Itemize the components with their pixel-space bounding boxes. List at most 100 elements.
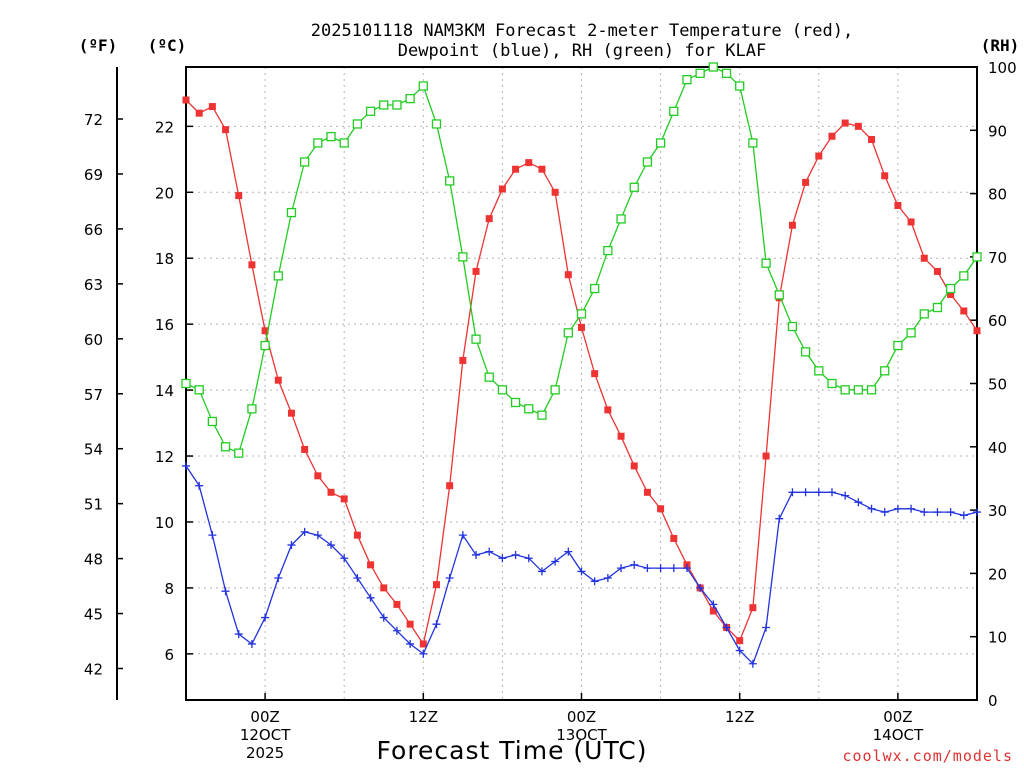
dewpoint-data-point xyxy=(551,557,560,566)
dewpoint-data-point xyxy=(208,531,217,540)
temperature-data-point xyxy=(973,327,981,335)
temperature-data-point xyxy=(274,376,282,384)
dewpoint-data-point xyxy=(195,481,204,490)
temperature-data-point xyxy=(235,192,243,200)
dewpoint-data-point xyxy=(920,508,929,517)
rh-data-point xyxy=(642,157,653,167)
rh-data-point xyxy=(181,378,191,389)
temperature-data-point xyxy=(446,482,454,490)
rh-data-point xyxy=(853,385,863,395)
rh-data-point xyxy=(682,75,692,85)
fahrenheit-tick-label: 48 xyxy=(84,551,103,569)
dewpoint-data-point xyxy=(485,547,494,556)
chart-title-line1: 2025101118 NAM3KM Forecast 2-meter Tempe… xyxy=(311,21,853,41)
rh-data-point xyxy=(932,302,943,313)
temperature-data-point xyxy=(854,122,862,130)
rh-data-point xyxy=(721,68,732,78)
temperature-data-point xyxy=(933,267,941,275)
temperature-data-point xyxy=(828,132,836,140)
celsius-tick-label: 22 xyxy=(155,118,174,136)
rh-data-point xyxy=(893,340,903,351)
dewpoint-data-point xyxy=(524,554,533,563)
rh-data-point xyxy=(616,214,626,224)
rh-tick-label: 50 xyxy=(988,376,1007,394)
rh-data-point xyxy=(563,328,573,338)
temperature-data-point xyxy=(222,126,230,134)
rh-data-point xyxy=(576,309,587,319)
temperature-data-point xyxy=(815,152,823,160)
dewpoint-data-point xyxy=(313,531,322,540)
temperature-data-point xyxy=(617,432,625,440)
temperature-data-point xyxy=(406,620,414,628)
dewpoint-data-point xyxy=(432,620,441,629)
rh-data-point xyxy=(524,404,534,414)
rh-data-point xyxy=(497,385,508,395)
dewpoint-data-point xyxy=(973,508,981,517)
rh-tick-label: 10 xyxy=(988,629,1007,647)
rh-data-point xyxy=(379,100,389,110)
chart-title-line2: Dewpoint (blue), RH (green) for KLAF xyxy=(398,41,766,61)
rh-tick-label: 60 xyxy=(988,312,1007,330)
dewpoint-data-point xyxy=(669,564,678,573)
rh-tick-label: 70 xyxy=(988,249,1007,267)
temperature-data-point xyxy=(894,201,902,209)
rh-data-point xyxy=(286,207,297,218)
temperature-data-point xyxy=(868,136,876,144)
temperature-data-point xyxy=(287,409,295,417)
rh-data-point xyxy=(207,416,218,427)
x-axis-label: Forecast Time (UTC) xyxy=(377,736,648,765)
temperature-data-point xyxy=(920,254,928,262)
temperature-data-point xyxy=(208,103,216,111)
dewpoint-data-point xyxy=(735,646,744,655)
dewpoint-data-point xyxy=(537,567,546,576)
dewpoint-data-point xyxy=(854,498,863,507)
celsius-tick-label: 20 xyxy=(155,184,174,202)
dewpoint-data-point xyxy=(511,550,520,559)
rh-data-point xyxy=(590,283,600,294)
rh-data-point xyxy=(405,94,415,104)
rh-data-point xyxy=(418,81,428,91)
rh-data-point xyxy=(445,176,455,186)
temperature-data-point xyxy=(353,531,361,539)
temperature-data-point xyxy=(485,215,493,223)
dewpoint-data-point xyxy=(564,547,573,556)
temperature-data-point xyxy=(749,604,757,612)
dewpoint-data-point xyxy=(379,613,388,622)
x-tick-date-label: 12OCT xyxy=(240,726,291,744)
credit-link[interactable]: coolwx.com/models xyxy=(842,747,1013,765)
dewpoint-data-point xyxy=(959,511,968,520)
x-tick-date-label: 13OCT xyxy=(556,726,607,744)
temperature-data-point xyxy=(591,370,599,378)
dewpoint-data-point xyxy=(392,626,401,635)
dewpoint-data-point xyxy=(893,504,902,513)
rh-data-point xyxy=(484,372,494,382)
fahrenheit-tick-label: 66 xyxy=(84,221,103,239)
dewpoint-data-point xyxy=(287,541,296,550)
dewpoint-data-point xyxy=(775,514,784,523)
data-series xyxy=(181,62,982,668)
dewpoint-data-point xyxy=(617,564,626,573)
dewpoint-data-point xyxy=(946,508,955,517)
celsius-tick-label: 12 xyxy=(155,448,174,466)
temperature-data-point xyxy=(538,165,546,173)
temperature-data-point xyxy=(907,218,915,226)
rh-data-point xyxy=(761,258,771,268)
temperature-data-point xyxy=(670,534,678,542)
dewpoint-data-point xyxy=(696,583,705,592)
rh-data-point xyxy=(669,106,679,116)
fahrenheit-tick-label: 69 xyxy=(84,166,103,184)
temperature-data-point xyxy=(960,307,968,315)
dewpoint-data-point xyxy=(643,564,652,573)
dewpoint-data-point xyxy=(366,593,375,602)
x-tick-label: 00Z xyxy=(250,708,279,726)
rh-data-point xyxy=(906,328,916,338)
dewpoint-data-point xyxy=(722,623,731,632)
temperature-data-point xyxy=(472,267,480,275)
rh-data-point xyxy=(919,309,929,319)
dewpoint-data-point xyxy=(630,560,639,569)
rh-data-point xyxy=(655,138,666,148)
dewpoint-data-point xyxy=(788,488,797,497)
dewpoint-data-point xyxy=(406,639,415,648)
rh-data-point xyxy=(365,106,376,116)
